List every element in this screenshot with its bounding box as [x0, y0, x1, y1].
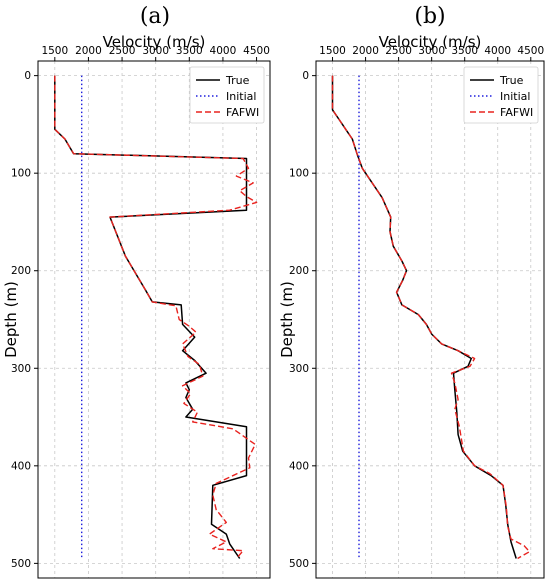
legend-label-initial: Initial: [226, 90, 256, 103]
panel-label: (b): [414, 4, 445, 29]
y-axis-title: Depth (m): [2, 281, 20, 358]
legend-box: [189, 66, 265, 124]
y-axis-title: Depth (m): [278, 281, 296, 358]
panel-b: 1500 2000 2500 3000 3500 4000 4500 0 100 200 300 40…: [278, 4, 545, 579]
series-line-fafwi: [54, 75, 258, 559]
x-tick-label: 4000: [484, 45, 511, 57]
y-tick-label: 200: [11, 265, 31, 277]
x-tick-label: 2000: [352, 45, 379, 57]
legend-label-initial: Initial: [500, 90, 530, 103]
x-axis-title: Velocity (m/s): [103, 33, 206, 51]
x-tick-label: 1500: [319, 45, 346, 57]
x-tick-label: 1500: [41, 45, 68, 57]
x-tick-label: 3500: [176, 45, 203, 57]
y-tick-label: 0: [302, 70, 309, 82]
x-tick-label: 3500: [451, 45, 478, 57]
x-tick-label: 2500: [109, 45, 136, 57]
y-tick-label: 300: [289, 363, 309, 375]
x-tick-label: 2000: [75, 45, 102, 57]
y-tick-label: 400: [11, 460, 31, 472]
legend-label-true: True: [499, 74, 524, 87]
x-tick-label: 4500: [243, 45, 270, 57]
panel-label: (a): [140, 4, 170, 29]
plot-frame: [37, 60, 271, 579]
x-axis-title: Velocity (m/s): [379, 33, 482, 51]
legend-label-fafwi: FAFWI: [226, 106, 259, 119]
x-tick-label: 4000: [210, 45, 237, 57]
y-tick-label: 500: [289, 558, 309, 570]
y-tick-label: 500: [11, 558, 31, 570]
plot-frame: [315, 60, 545, 579]
y-tick-label: 400: [289, 460, 309, 472]
panel-a: 1500 2000 2500 3000 3500 4000 4500 0 100 200 300 40…: [2, 4, 271, 579]
series-line-true: [54, 75, 248, 559]
x-tick-label: 3000: [418, 45, 445, 57]
y-tick-label: 100: [289, 168, 309, 180]
x-tick-label: 3000: [142, 45, 169, 57]
y-tick-label: 100: [11, 168, 31, 180]
y-tick-label: 200: [289, 265, 309, 277]
x-tick-label: 2500: [385, 45, 412, 57]
x-tick-label: 4500: [517, 45, 544, 57]
series-line-true: [331, 75, 517, 559]
legend-box: [463, 66, 539, 124]
legend-label-true: True: [225, 74, 250, 87]
y-tick-label: 0: [24, 70, 31, 82]
legend-label-fafwi: FAFWI: [500, 106, 533, 119]
y-tick-label: 300: [11, 363, 31, 375]
series-line-fafwi: [331, 75, 531, 560]
